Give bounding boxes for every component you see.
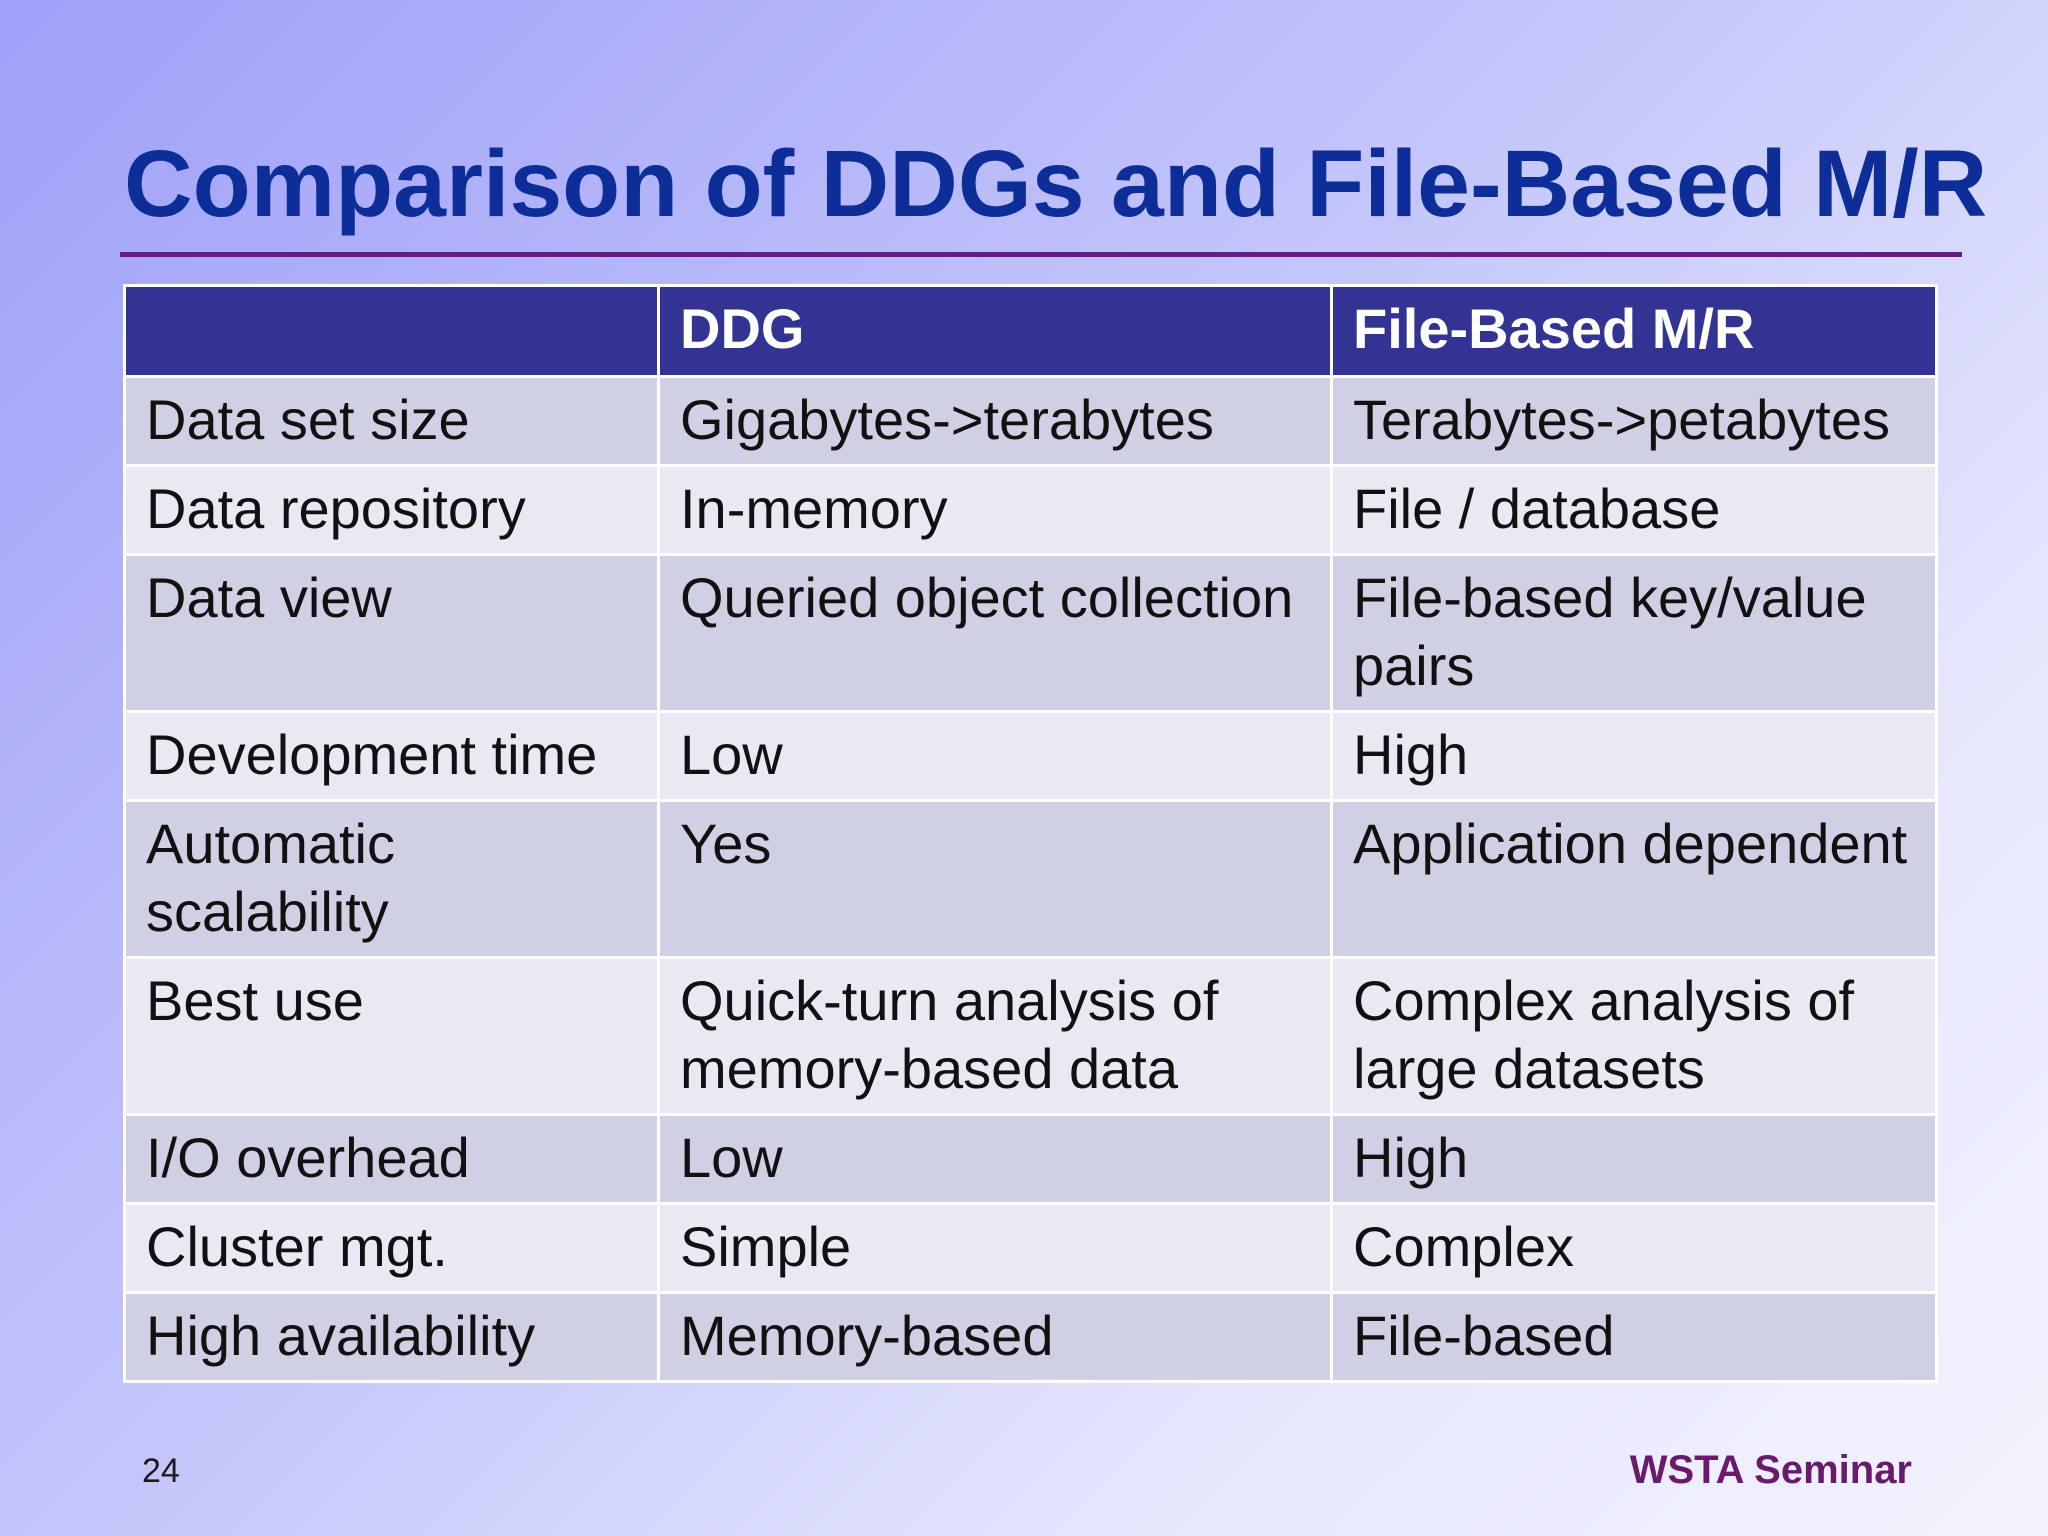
mr-value: File-based key/value pairs <box>1330 553 1938 713</box>
slide-title: Comparison of DDGs and File-Based M/R <box>124 131 1988 237</box>
footer-brand: WSTA Seminar <box>1629 1448 1912 1492</box>
table-row: I/O overhead Low High <box>123 1113 1938 1205</box>
row-label: Development time <box>123 710 660 802</box>
ddg-value: Low <box>657 710 1333 802</box>
mr-value: High <box>1330 1113 1938 1205</box>
mr-value: File-based <box>1330 1291 1938 1383</box>
table-row: Automatic scalability Yes Application de… <box>123 799 1938 959</box>
table-row: Data repository In-memory File / databas… <box>123 464 1938 556</box>
mr-value: Complex analysis of large datasets <box>1330 956 1938 1116</box>
header-ddg: DDG <box>657 284 1333 378</box>
row-label: Data set size <box>123 375 660 467</box>
ddg-value: Gigabytes->terabytes <box>657 375 1333 467</box>
row-label: Data repository <box>123 464 660 556</box>
ddg-value: Low <box>657 1113 1333 1205</box>
mr-value: Application dependent <box>1330 799 1938 959</box>
ddg-value: Memory-based <box>657 1291 1333 1383</box>
table-row: High availability Memory-based File-base… <box>123 1291 1938 1383</box>
table-row: Data view Queried object collection File… <box>123 553 1938 713</box>
mr-value: Complex <box>1330 1202 1938 1294</box>
ddg-value: Simple <box>657 1202 1333 1294</box>
row-label: Cluster mgt. <box>123 1202 660 1294</box>
title-underline <box>120 252 1962 257</box>
mr-value: File / database <box>1330 464 1938 556</box>
table-row: Cluster mgt. Simple Complex <box>123 1202 1938 1294</box>
table-row: Data set size Gigabytes->terabytes Terab… <box>123 375 1938 467</box>
row-label: High availability <box>123 1291 660 1383</box>
mr-value: High <box>1330 710 1938 802</box>
mr-value: Terabytes->petabytes <box>1330 375 1938 467</box>
row-label: Data view <box>123 553 660 713</box>
comparison-table: DDG File-Based M/R Data set size Gigabyt… <box>123 284 1938 1383</box>
row-label: Best use <box>123 956 660 1116</box>
ddg-value: In-memory <box>657 464 1333 556</box>
row-label: Automatic scalability <box>123 799 660 959</box>
header-empty-cell <box>123 284 660 378</box>
ddg-value: Quick-turn analysis of memory-based data <box>657 956 1333 1116</box>
table-row: Development time Low High <box>123 710 1938 802</box>
table-row: Best use Quick-turn analysis of memory-b… <box>123 956 1938 1116</box>
row-label: I/O overhead <box>123 1113 660 1205</box>
page-number: 24 <box>142 1452 180 1490</box>
table-header-row: DDG File-Based M/R <box>123 284 1938 378</box>
ddg-value: Yes <box>657 799 1333 959</box>
header-file-based-mr: File-Based M/R <box>1330 284 1938 378</box>
ddg-value: Queried object collection <box>657 553 1333 713</box>
